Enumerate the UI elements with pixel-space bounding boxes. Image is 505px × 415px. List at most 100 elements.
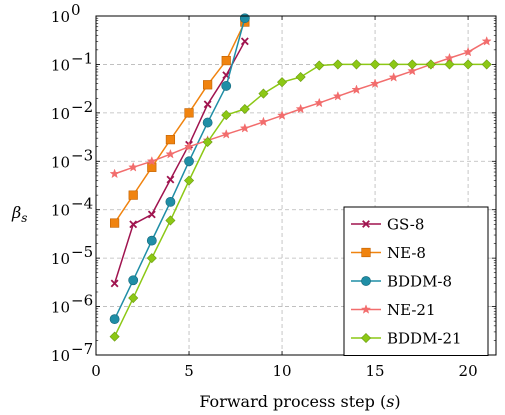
y-tick-label: 10: [51, 153, 70, 171]
y-tick-label-exponent: −4: [71, 195, 93, 213]
data-point-ne-21: [481, 35, 492, 46]
legend: GS-8 NE-8 BDDM-8 NE-21 BDDM-21: [343, 206, 489, 356]
x-tick-label: 0: [91, 362, 101, 380]
data-point-ne-8: [147, 162, 157, 172]
y-tick-label: 10: [51, 105, 70, 123]
y-tick-label: 10: [51, 347, 70, 365]
legend-item-ne-21: NE-21: [351, 301, 436, 319]
data-point-bddm-21: [332, 59, 343, 70]
data-point-ne-8: [203, 80, 213, 90]
x-tick-label: 15: [366, 362, 385, 380]
series-line-gs-8: [113, 40, 246, 284]
y-tick-label-exponent: −5: [71, 243, 93, 261]
y-tick-label-exponent: −1: [71, 49, 93, 67]
data-point-ne-8: [110, 218, 120, 228]
y-axis-title-base: β: [11, 203, 21, 222]
grid-lines: [96, 16, 496, 355]
data-point-bddm-21: [146, 253, 157, 264]
data-point-bddm-8: [202, 117, 213, 128]
x-axis-title: Forward process step (s): [199, 392, 400, 411]
data-point-bddm-21: [314, 60, 325, 71]
legend-swatch-marker: [362, 220, 370, 228]
data-point-ne-8: [165, 135, 176, 145]
legend-swatch-marker: [361, 276, 371, 286]
data-point-bddm-8: [184, 156, 194, 167]
data-point-ne-21: [183, 141, 195, 152]
series-ne-21: [109, 35, 492, 179]
series-ne-8: [110, 17, 250, 228]
y-axis-title: βs: [11, 203, 27, 225]
data-point-ne-21: [369, 78, 381, 89]
legend-item-ne-8: NE-8: [351, 244, 426, 262]
x-tick-labels: 0 5 10 15 20: [91, 362, 477, 380]
y-tick-label: 10: [51, 299, 70, 317]
x-tick-label: 5: [184, 362, 194, 380]
data-point-bddm-21: [165, 215, 176, 226]
legend-label: BDDM-8: [387, 273, 452, 291]
data-point-ne-21: [314, 97, 325, 108]
data-point-bddm-21: [258, 88, 269, 99]
x-tick-label: 10: [272, 362, 291, 380]
series-layer: [109, 13, 492, 342]
data-point-bddm-8: [165, 196, 176, 207]
data-point-ne-21: [258, 116, 269, 127]
data-point-ne-21: [295, 103, 306, 114]
data-point-bddm-21: [183, 175, 195, 186]
legend-label: GS-8: [387, 216, 424, 234]
data-point-bddm-21: [202, 136, 213, 148]
series-bddm-21: [109, 59, 492, 342]
data-point-ne-21: [388, 72, 399, 82]
data-point-bddm-21: [388, 59, 399, 70]
x-axis-title-var: s: [386, 392, 394, 411]
data-point-ne-21: [128, 162, 139, 172]
data-point-ne-21: [351, 84, 362, 95]
y-tick-label-exponent: 0: [71, 1, 81, 19]
x-axis-title-text: Forward process step (: [199, 392, 386, 411]
data-point-gs-8: [147, 210, 156, 219]
y-tick-label-exponent: −7: [71, 340, 93, 358]
data-point-bddm-21: [463, 59, 474, 70]
legend-item-bddm-8: BDDM-8: [351, 273, 452, 291]
y-tick-label: 10: [51, 250, 70, 268]
data-point-bddm-21: [277, 77, 288, 88]
data-point-ne-21: [332, 90, 343, 101]
y-tick-label: 10: [51, 202, 70, 220]
data-point-bddm-21: [407, 59, 418, 70]
data-point-gs-8: [203, 100, 212, 109]
data-point-ne-21: [407, 65, 418, 76]
data-point-bddm-21: [444, 59, 455, 70]
data-point-ne-21: [109, 168, 120, 179]
data-point-ne-21: [146, 155, 157, 166]
data-point-bddm-21: [295, 71, 306, 83]
data-point-bddm-8: [146, 235, 157, 246]
y-tick-label-exponent: −6: [71, 292, 93, 310]
data-point-ne-21: [276, 110, 288, 120]
series-gs-8: [110, 37, 249, 288]
data-point-gs-8: [166, 175, 175, 184]
legend-item-bddm-21: BDDM-21: [351, 330, 462, 348]
x-tick-label: 20: [459, 362, 478, 380]
legend-label: NE-21: [387, 301, 436, 319]
y-tick-label: 10: [51, 8, 70, 26]
data-point-bddm-8: [221, 81, 232, 91]
y-axis-title-sub: s: [21, 211, 27, 225]
data-point-bddm-21: [351, 59, 362, 70]
data-point-ne-21: [221, 129, 232, 139]
data-point-ne-21: [239, 122, 250, 133]
data-point-gs-8: [240, 37, 249, 46]
data-point-gs-8: [129, 220, 138, 229]
data-point-ne-8: [128, 190, 138, 200]
legend-label: BDDM-21: [387, 330, 462, 348]
data-point-bddm-8: [109, 314, 120, 325]
data-point-ne-8: [221, 55, 231, 66]
data-point-gs-8: [110, 279, 119, 288]
data-point-bddm-8: [128, 275, 139, 286]
legend-label: NE-8: [387, 244, 426, 262]
series-line-bddm-8: [113, 18, 246, 320]
y-tick-label-exponent: −2: [71, 98, 93, 116]
legend-swatch-marker: [360, 304, 372, 314]
y-tick-label-exponent: −3: [71, 146, 93, 164]
legend-swatch-marker: [360, 332, 372, 344]
